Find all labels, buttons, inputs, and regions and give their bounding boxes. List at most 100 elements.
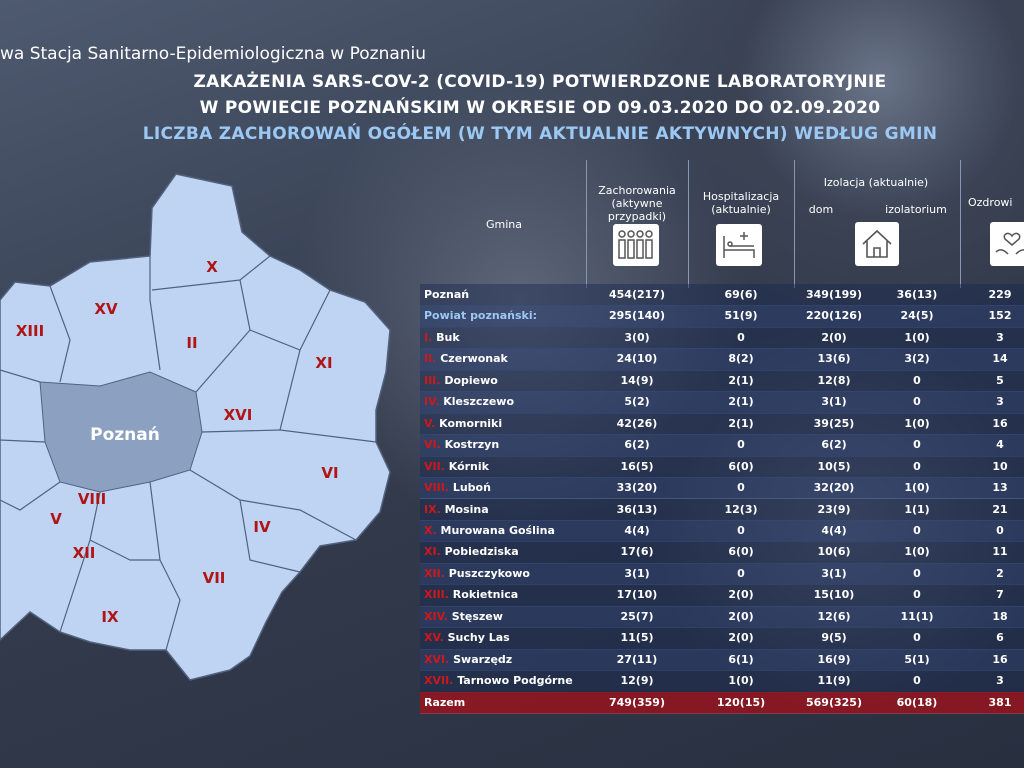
- map-label: XIII: [16, 322, 44, 340]
- hospital-icon: [716, 224, 762, 266]
- row-name: XVI. Swarzędz: [424, 653, 586, 666]
- table-row: [420, 391, 1024, 414]
- table-cell: 14: [992, 352, 1008, 366]
- header-isolatorium: izolatorium: [885, 203, 947, 216]
- district-name: Poznań: [424, 288, 470, 301]
- row-name: XIII. Rokietnica: [424, 588, 586, 601]
- table-cell: 13(6): [817, 352, 851, 366]
- district-number: XII.: [424, 566, 445, 580]
- header-home: dom: [808, 203, 834, 216]
- map-label: XV: [94, 300, 118, 318]
- table-cell: 0: [913, 459, 921, 473]
- table-cell: 0: [737, 481, 745, 495]
- row-name: Poznań: [424, 288, 586, 301]
- district-name: Murowana Goślina: [440, 523, 555, 537]
- recovered-icon: [990, 222, 1024, 266]
- table-row: [420, 348, 1024, 371]
- header-recovered: Ozdrowi: [968, 196, 1013, 209]
- table-cell: 0: [913, 373, 921, 387]
- table-cell: 16(5): [620, 459, 654, 473]
- district-name: Dopiewo: [444, 373, 498, 387]
- table-cell: 14(9): [620, 373, 654, 387]
- table-cell: 6: [996, 631, 1004, 645]
- table-cell: 3(1): [821, 566, 847, 580]
- table-cell: 220(126): [806, 309, 862, 323]
- table-cell: 0: [913, 395, 921, 409]
- row-name: XIV. Stęszew: [424, 610, 586, 623]
- table-cell: 454(217): [609, 288, 665, 301]
- row-name: I. Buk: [424, 331, 586, 344]
- table-cell: 16(9): [817, 652, 851, 666]
- map-label: IV: [253, 518, 271, 536]
- district-name: Kleszczewo: [443, 395, 515, 409]
- table-cell: 21: [992, 502, 1008, 516]
- table-cell: 42(26): [616, 416, 658, 430]
- row-name: X. Murowana Goślina: [424, 524, 586, 537]
- institution-name: wa Stacja Sanitarno-Epidemiologiczna w P…: [0, 44, 427, 64]
- map-label: IX: [101, 608, 119, 626]
- table-cell: 6(0): [728, 459, 754, 473]
- table-cell: 10: [992, 459, 1008, 473]
- table-cell: 9(5): [821, 631, 847, 645]
- row-name: XV. Suchy Las: [424, 631, 586, 644]
- header-cases: Zachorowania (aktywne przypadki): [598, 184, 676, 223]
- table-cell: 1(1): [904, 502, 930, 516]
- header-divider: [794, 160, 795, 288]
- table-cell: 1(0): [728, 674, 754, 688]
- table-cell: 12(3): [724, 502, 758, 516]
- table-cell: 5(1): [904, 652, 930, 666]
- table-cell: 1(0): [904, 545, 930, 559]
- district-number: XV.: [424, 631, 444, 645]
- map-label: II: [186, 334, 197, 352]
- map-label: XVI: [224, 406, 253, 424]
- table-cell: 7: [996, 588, 1004, 602]
- district-name: Swarzędz: [453, 652, 513, 666]
- district-number: XVI.: [424, 652, 450, 666]
- table-row: [420, 562, 1024, 586]
- table-cell: 2(0): [728, 588, 754, 602]
- cases-icon: [613, 224, 659, 266]
- table-cell: 152: [988, 309, 1012, 323]
- table-cell: 16: [992, 416, 1008, 430]
- table-cell: 0: [913, 438, 921, 452]
- table-cell: 1(0): [904, 416, 930, 430]
- table-cell: 0: [913, 674, 921, 688]
- map-label: XI: [315, 354, 332, 372]
- table-cell: 0: [913, 588, 921, 602]
- table-cell: 11(1): [900, 609, 934, 623]
- row-name: VI. Kostrzyn: [424, 438, 586, 451]
- table-cell: 33(20): [616, 481, 658, 495]
- table-row: [420, 477, 1024, 500]
- table-cell: 4(4): [821, 523, 847, 537]
- district-number: I.: [424, 330, 433, 344]
- table-cell: 12(6): [817, 609, 851, 623]
- table-cell: 6(1): [728, 652, 754, 666]
- title-line: W POWIECIE POZNAŃSKIM W OKRESIE OD 09.03…: [199, 98, 881, 118]
- table-cell: 381: [988, 695, 1012, 709]
- district-name: Suchy Las: [447, 631, 510, 645]
- table-cell: 3(1): [624, 566, 650, 580]
- table-cell: 15(10): [813, 588, 855, 602]
- table-cell: 6(0): [728, 545, 754, 559]
- district-name: Powiat poznański:: [424, 309, 538, 323]
- table-cell: 27(11): [616, 652, 658, 666]
- table-cell: 10(5): [817, 459, 851, 473]
- table-cell: 2(1): [728, 373, 754, 387]
- table-cell: 32(20): [813, 481, 855, 495]
- table-cell: 12(8): [817, 373, 851, 387]
- header-divider: [586, 160, 587, 288]
- district-number: II.: [424, 352, 437, 366]
- table-cell: 18: [992, 609, 1008, 623]
- map-label: V: [50, 510, 62, 528]
- row-name: IV. Kleszczewo: [424, 395, 586, 408]
- district-number: V.: [424, 416, 436, 430]
- table-cell: 10(6): [817, 545, 851, 559]
- home-icon: [855, 222, 899, 266]
- row-name: VII. Kórnik: [424, 460, 586, 473]
- table-cell: 120(15): [716, 695, 766, 709]
- district-number: XIII.: [424, 588, 449, 602]
- table-cell: 11(9): [817, 674, 851, 688]
- table-cell: 0: [737, 566, 745, 580]
- table-row: [420, 648, 1024, 672]
